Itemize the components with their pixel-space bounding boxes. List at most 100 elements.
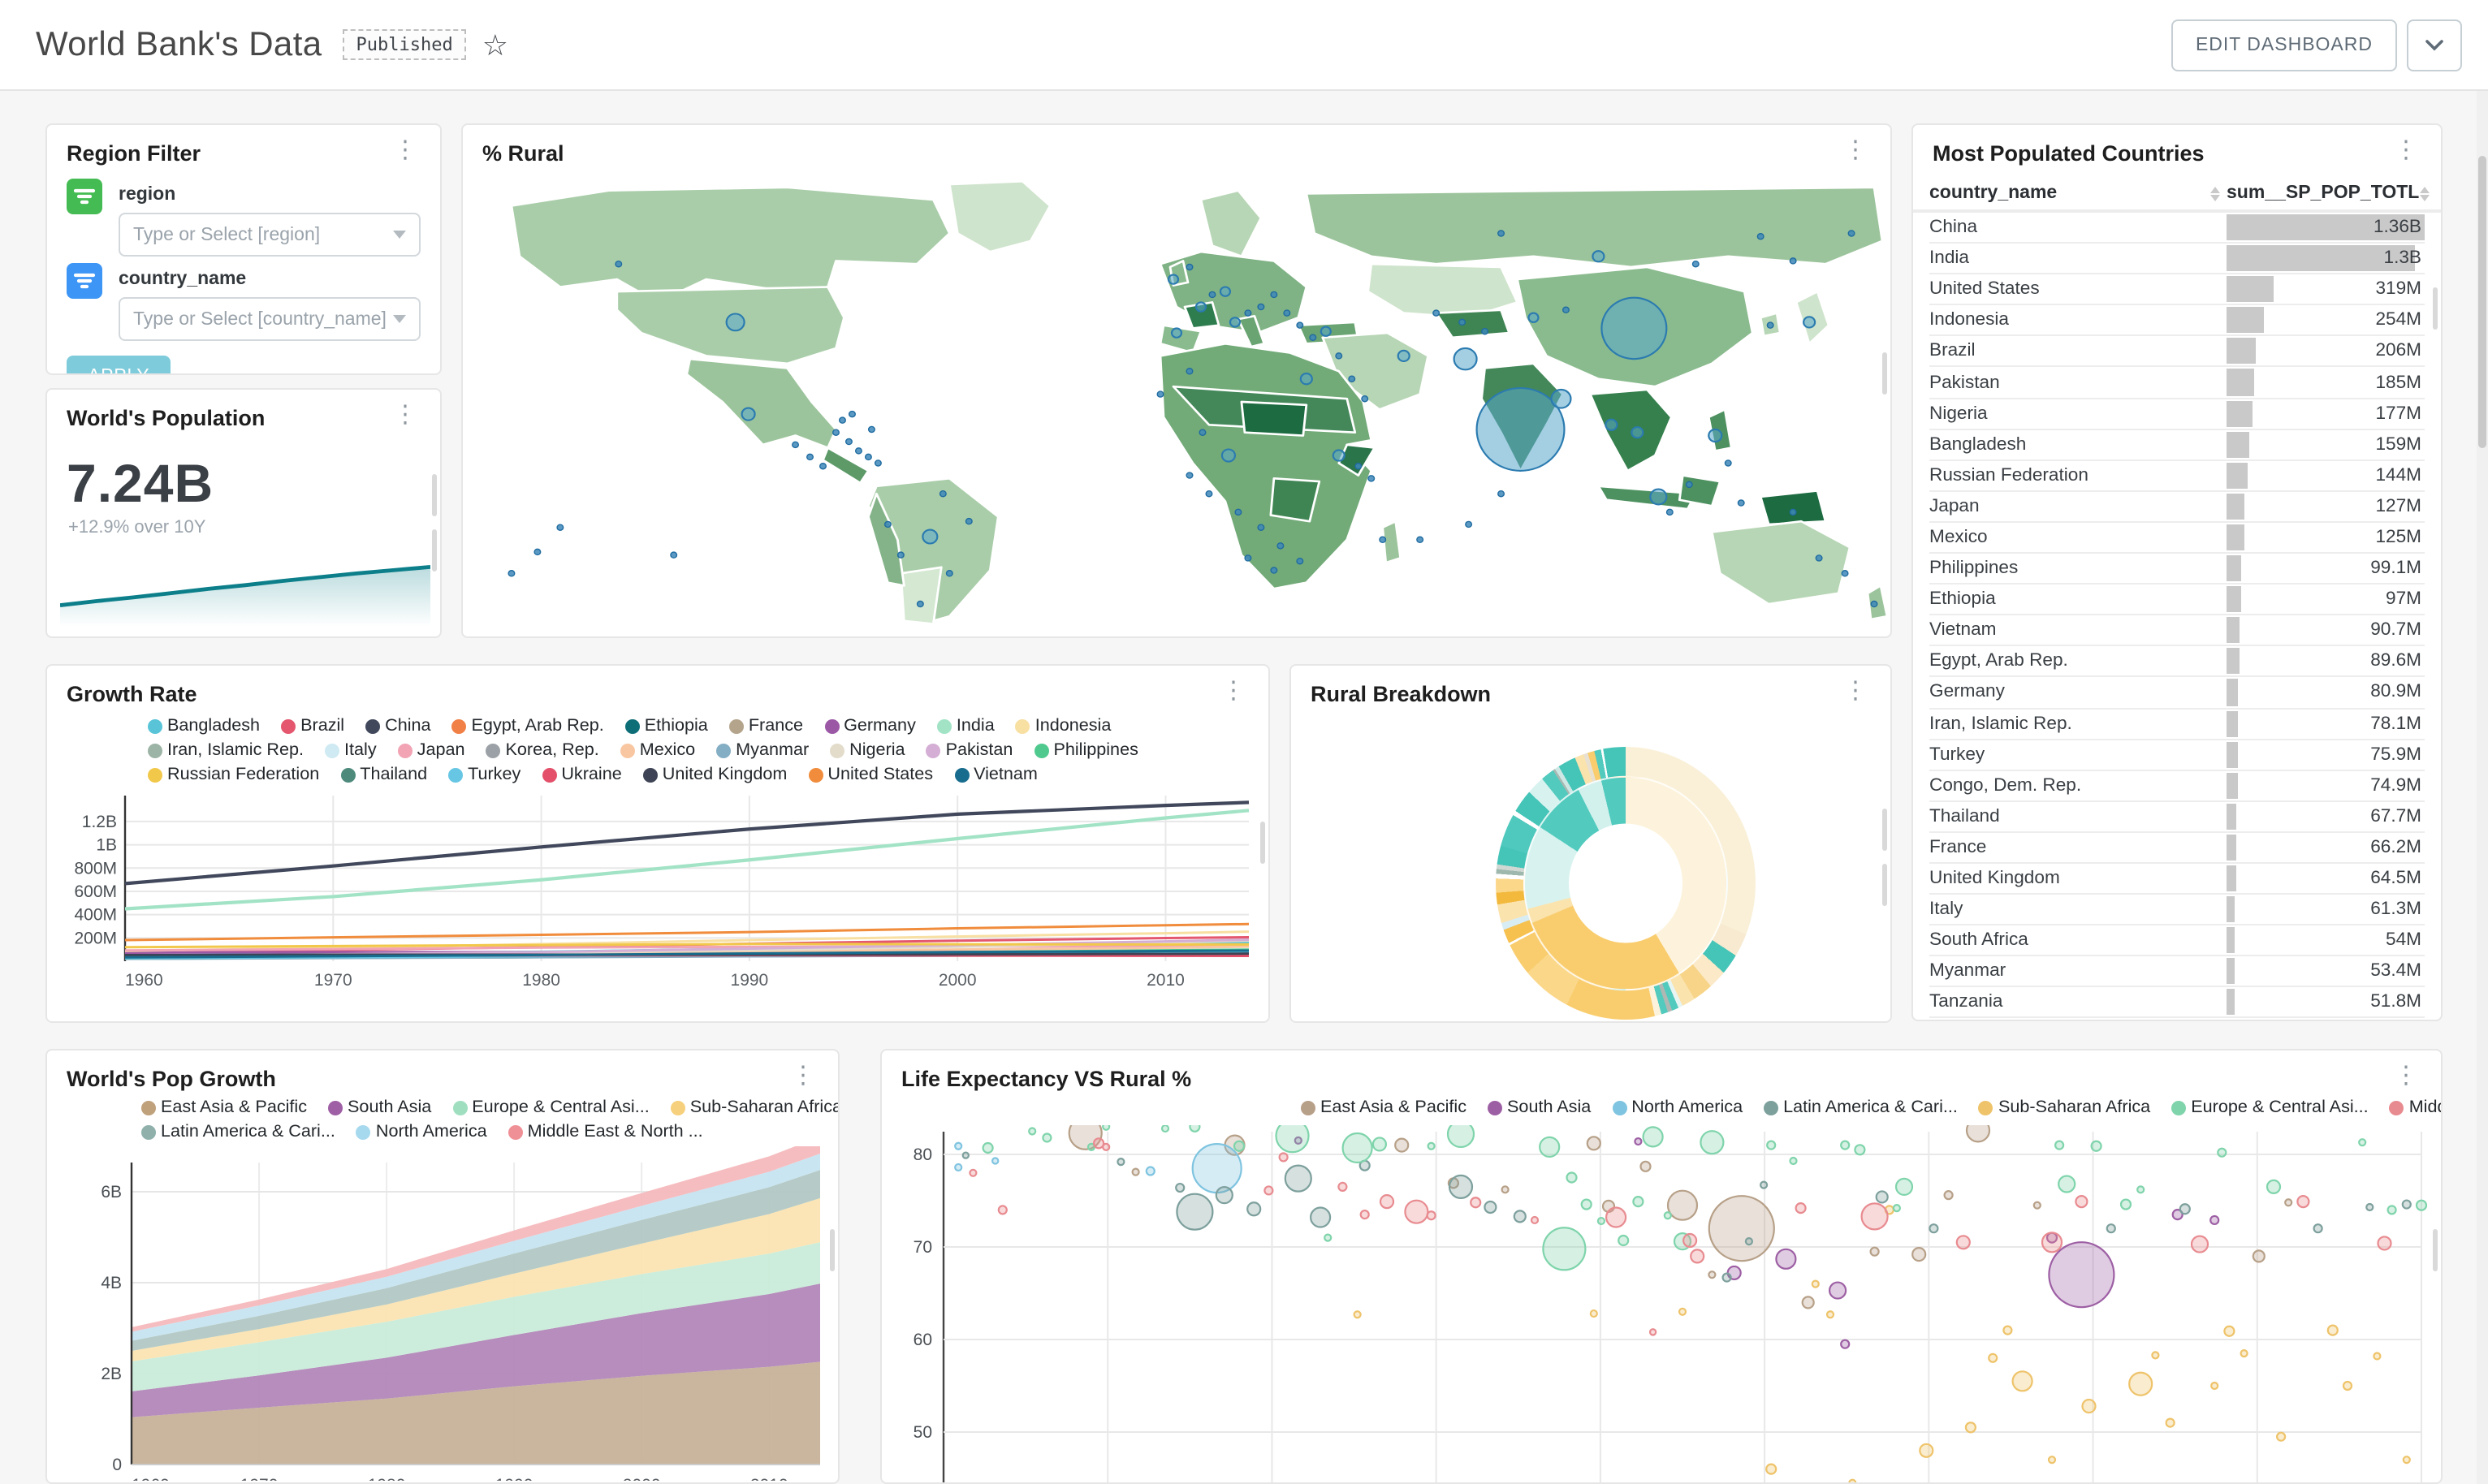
legend-item[interactable]: Indonesia <box>1015 716 1111 736</box>
legend-item[interactable]: France <box>728 716 803 736</box>
legend-dot-icon <box>340 767 356 782</box>
resize-handle[interactable] <box>1882 809 1887 851</box>
table-row: Brazil 206M <box>1929 337 2425 368</box>
kebab-menu-icon[interactable]: ⋮ <box>1843 136 1868 164</box>
legend-item[interactable]: South Asia <box>328 1098 431 1117</box>
legend-item[interactable]: Ethiopia <box>624 716 708 736</box>
legend-item[interactable]: Philippines <box>1034 740 1138 760</box>
legend-dot-icon <box>141 1100 156 1115</box>
legend-item[interactable]: Bangladesh <box>148 716 260 736</box>
legend-item[interactable]: Europe & Central Asi... <box>2171 1098 2369 1117</box>
population-cell: 74.9M <box>2227 770 2425 800</box>
population-cell: 97M <box>2227 585 2425 614</box>
legend-item[interactable]: North America <box>356 1122 487 1141</box>
country-name-cell: United Kingdom <box>1929 869 2060 889</box>
kebab-menu-icon[interactable]: ⋮ <box>791 1062 815 1089</box>
legend-dot-icon <box>936 718 952 733</box>
population-cell: 177M <box>2227 399 2425 428</box>
table-row: United Kingdom 64.5M <box>1929 864 2425 895</box>
world-map[interactable] <box>463 172 1890 632</box>
legend-item[interactable]: Sub-Saharan Africa <box>670 1098 838 1117</box>
resize-handle[interactable] <box>1260 822 1265 864</box>
table-row: Vietnam 90.7M <box>1929 615 2425 647</box>
sunburst-hole <box>1569 823 1682 943</box>
legend-item[interactable]: Korea, Rep. <box>486 740 599 760</box>
legend-item[interactable]: United States <box>808 765 933 784</box>
region-select[interactable]: Type or Select [region] <box>119 213 421 257</box>
legend-item[interactable]: Europe & Central Asi... <box>452 1098 650 1117</box>
edit-dashboard-button[interactable]: EDIT DASHBOARD <box>2171 19 2397 71</box>
legend-item[interactable]: East Asia & Pacific <box>141 1098 307 1117</box>
legend-item[interactable]: Mexico <box>620 740 695 760</box>
legend-label: United Kingdom <box>662 765 788 784</box>
legend-label: Myanmar <box>736 740 810 760</box>
resize-handle[interactable] <box>1882 864 1887 906</box>
legend-item[interactable]: Vietnam <box>954 765 1038 784</box>
legend-label: Pakistan <box>945 740 1013 760</box>
legend-item[interactable]: United Kingdom <box>642 765 788 784</box>
legend-item[interactable]: Turkey <box>448 765 520 784</box>
svg-text:800M: 800M <box>74 859 117 878</box>
card-title: Life Expectancy VS Rural % <box>901 1067 1192 1091</box>
legend-dot-icon <box>2389 1100 2404 1115</box>
legend-dot-icon <box>365 718 381 733</box>
legend-item[interactable]: Ukraine <box>542 765 622 784</box>
kebab-menu-icon[interactable]: ⋮ <box>2394 1062 2418 1089</box>
sort-icon <box>2419 186 2430 201</box>
legend-item[interactable]: Latin America & Cari... <box>141 1122 335 1141</box>
legend-item[interactable]: China <box>365 716 431 736</box>
kebab-menu-icon[interactable]: ⋮ <box>393 401 417 429</box>
resize-handle[interactable] <box>1882 352 1887 395</box>
legend-item[interactable]: Japan <box>397 740 465 760</box>
country-name-cell: Italy <box>1929 899 1963 920</box>
column-header-population[interactable]: sum__SP_POP_TOTL <box>2227 179 2430 209</box>
legend-item[interactable]: Latin America & Cari... <box>1764 1098 1958 1117</box>
legend-label: Turkey <box>468 765 521 784</box>
resize-handle[interactable] <box>2433 287 2438 330</box>
population-cell: 90.7M <box>2227 615 2425 645</box>
legend-item[interactable]: Germany <box>824 716 916 736</box>
legend-item[interactable]: Middle East & North ... <box>2389 1098 2441 1117</box>
header-menu-button[interactable] <box>2407 19 2462 71</box>
legend-item[interactable]: Egypt, Arab Rep. <box>451 716 604 736</box>
country-name-cell: Philippines <box>1929 559 2019 579</box>
legend-item[interactable]: Myanmar <box>716 740 809 760</box>
population-cell: 144M <box>2227 461 2425 490</box>
legend-item[interactable]: East Asia & Pacific <box>1301 1098 1466 1117</box>
legend-label: Ukraine <box>561 765 622 784</box>
resize-handle[interactable] <box>2433 1229 2438 1271</box>
rural-breakdown-card: Rural Breakdown ⋮ <box>1289 664 1892 1023</box>
kebab-menu-icon[interactable]: ⋮ <box>1843 677 1868 705</box>
country-name-select[interactable]: Type or Select [country_name] <box>119 297 421 341</box>
column-header-country[interactable]: country_name <box>1929 179 2227 209</box>
legend-item[interactable]: Italy <box>325 740 377 760</box>
svg-text:2000: 2000 <box>939 971 977 990</box>
kebab-menu-icon[interactable]: ⋮ <box>2394 136 2418 164</box>
legend-item[interactable]: Thailand <box>340 765 427 784</box>
legend-item[interactable]: Brazil <box>281 716 344 736</box>
kebab-menu-icon[interactable]: ⋮ <box>1221 677 1246 705</box>
legend-item[interactable]: Sub-Saharan Africa <box>1978 1098 2151 1117</box>
legend-item[interactable]: North America <box>1612 1098 1743 1117</box>
legend-item[interactable]: Pakistan <box>926 740 1013 760</box>
apply-button[interactable]: APPLY <box>67 356 171 373</box>
page-scrollbar[interactable] <box>2477 91 2488 1484</box>
legend-item[interactable]: India <box>936 716 995 736</box>
kebab-menu-icon[interactable]: ⋮ <box>393 136 417 164</box>
resize-handle[interactable] <box>830 1229 835 1271</box>
legend-label: Sub-Saharan Africa <box>1998 1098 2151 1117</box>
resize-handle[interactable] <box>432 529 437 572</box>
country-name-cell: Tanzania <box>1929 992 2003 1012</box>
legend-item[interactable]: Iran, Islamic Rep. <box>148 740 304 760</box>
population-cell: 127M <box>2227 492 2425 521</box>
country-name-cell: Brazil <box>1929 341 1976 361</box>
rural-sunburst-chart[interactable] <box>1496 747 1756 1020</box>
resize-handle[interactable] <box>432 474 437 516</box>
published-badge[interactable]: Published <box>343 29 466 60</box>
legend-item[interactable]: Nigeria <box>830 740 905 760</box>
legend-item[interactable]: South Asia <box>1488 1098 1591 1117</box>
scrollbar-thumb[interactable] <box>2478 156 2486 448</box>
legend-item[interactable]: Middle East & North ... <box>508 1122 703 1141</box>
legend-item[interactable]: Russian Federation <box>148 765 319 784</box>
favorite-star-icon[interactable]: ☆ <box>482 28 509 61</box>
